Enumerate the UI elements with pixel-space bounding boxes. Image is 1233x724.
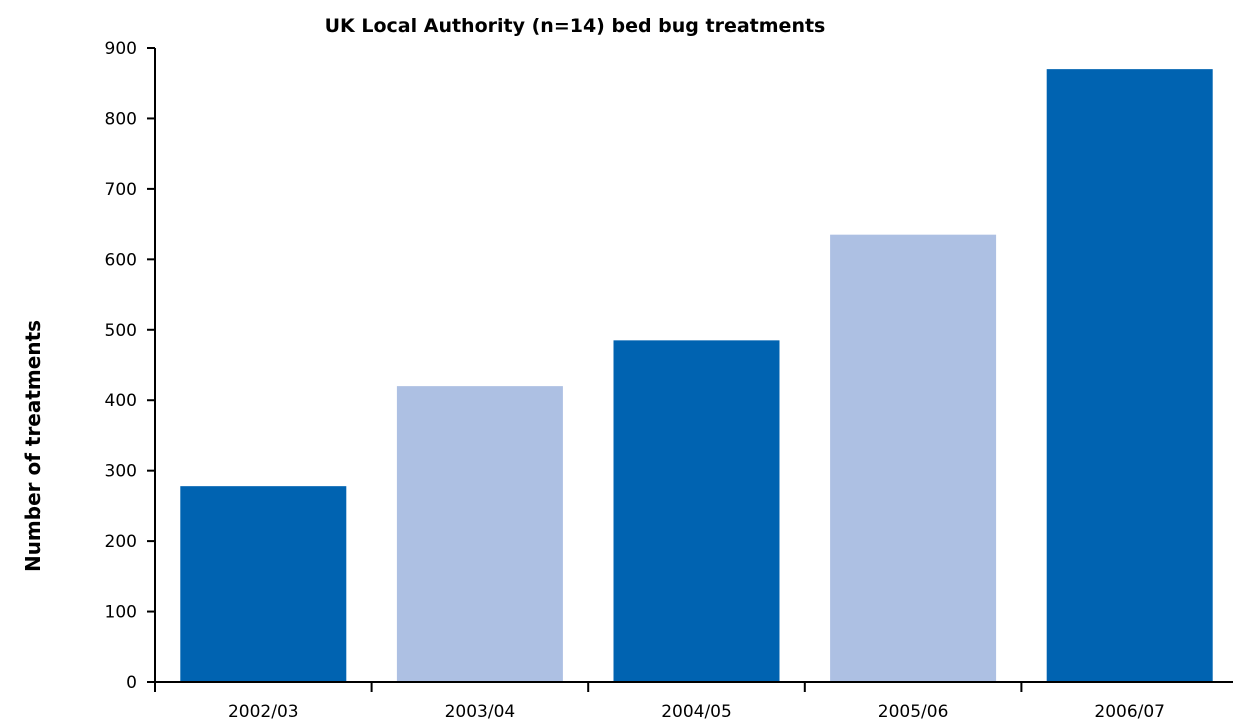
bar-2003-04 (396, 386, 563, 682)
y-tick-label: 300 (105, 462, 137, 482)
x-tick-label: 2005/06 (878, 702, 949, 722)
y-tick-label: 900 (105, 39, 137, 59)
y-tick-label: 500 (105, 321, 137, 341)
x-tick-label: 2002/03 (228, 702, 299, 722)
bar-2002-03 (180, 486, 347, 682)
axes-group: 0 100 200 300 400 500 600 700 800 900 2002/03 2003/… (105, 39, 1233, 722)
bar-2006-07 (1046, 69, 1213, 683)
y-tick-label: 400 (105, 391, 137, 411)
bar-2004-05 (613, 340, 780, 682)
x-tick-label: 2003/04 (445, 702, 516, 722)
bar-2005-06 (830, 234, 997, 682)
y-tick-label: 0 (126, 673, 137, 693)
y-tick-label: 800 (105, 109, 137, 129)
y-tick-label: 700 (105, 180, 137, 200)
y-tick-label: 100 (105, 603, 137, 623)
bars-group (180, 69, 1213, 683)
x-tick-label: 2006/07 (1094, 702, 1165, 722)
x-tick-label: 2004/05 (661, 702, 732, 722)
chart-title: UK Local Authority (n=14) bed bug treatm… (325, 15, 826, 37)
y-axis-label: Number of treatments (21, 320, 45, 572)
y-tick-label: 200 (105, 532, 137, 552)
y-tick-label: 600 (105, 250, 137, 270)
